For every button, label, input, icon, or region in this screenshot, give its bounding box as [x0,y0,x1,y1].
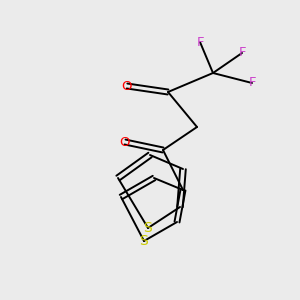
Text: O: O [120,136,130,148]
Text: S: S [144,221,152,235]
Text: S: S [140,234,148,248]
Text: F: F [248,76,256,89]
Text: F: F [238,46,246,59]
Text: O: O [122,80,132,92]
Text: F: F [196,35,204,49]
